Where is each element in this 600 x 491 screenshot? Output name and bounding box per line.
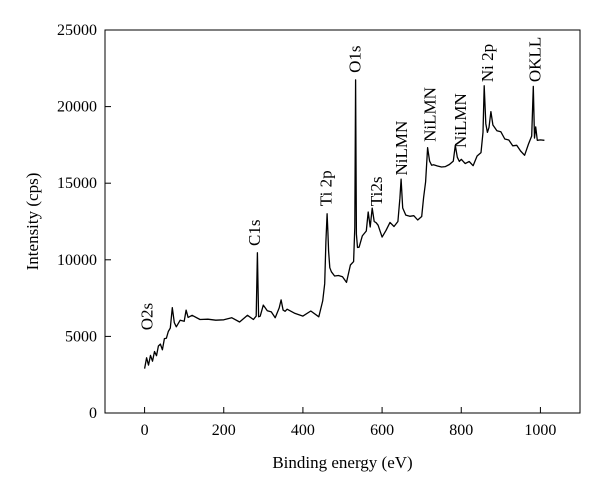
y-tick-label: 25000 xyxy=(57,22,97,39)
peak-label: C1s xyxy=(245,220,264,246)
peak-label: NiLMN xyxy=(421,87,440,142)
peak-label: NiLMN xyxy=(451,93,470,148)
x-tick-label: 800 xyxy=(449,422,473,439)
spectrum-line xyxy=(143,79,545,369)
plot-frame xyxy=(104,29,581,414)
peak-label: O2s xyxy=(138,303,157,330)
peak-annotations: O2s C1s Ti 2p O1s Ti2s NiLMN NiLMN NiLMN Ni 2p OK… xyxy=(138,37,545,331)
x-tick-label: 0 xyxy=(141,422,149,439)
y-tick-label: 5000 xyxy=(65,328,97,345)
x-axis-ticks: 0 200 400 600 800 1000 xyxy=(141,407,556,439)
y-axis-title: Intensity (cps) xyxy=(23,173,42,271)
peak-label: Ti2s xyxy=(367,177,386,207)
peak-label: OKLL xyxy=(525,37,544,82)
x-axis-title: Binding energy (eV) xyxy=(272,453,412,472)
peak-label: Ni 2p xyxy=(478,44,497,82)
y-tick-label: 15000 xyxy=(57,175,97,192)
x-tick-label: 600 xyxy=(370,422,394,439)
peak-label: O1s xyxy=(345,45,364,72)
x-tick-label: 200 xyxy=(212,422,236,439)
y-tick-label: 0 xyxy=(89,405,97,422)
peak-label: NiLMN xyxy=(392,121,411,176)
peak-label: Ti 2p xyxy=(316,170,335,206)
x-tick-label: 1000 xyxy=(524,422,556,439)
y-tick-label: 10000 xyxy=(57,252,97,269)
y-tick-label: 20000 xyxy=(57,99,97,116)
y-axis-ticks: 0 5000 10000 15000 20000 25000 xyxy=(57,22,111,422)
x-tick-label: 400 xyxy=(291,422,315,439)
